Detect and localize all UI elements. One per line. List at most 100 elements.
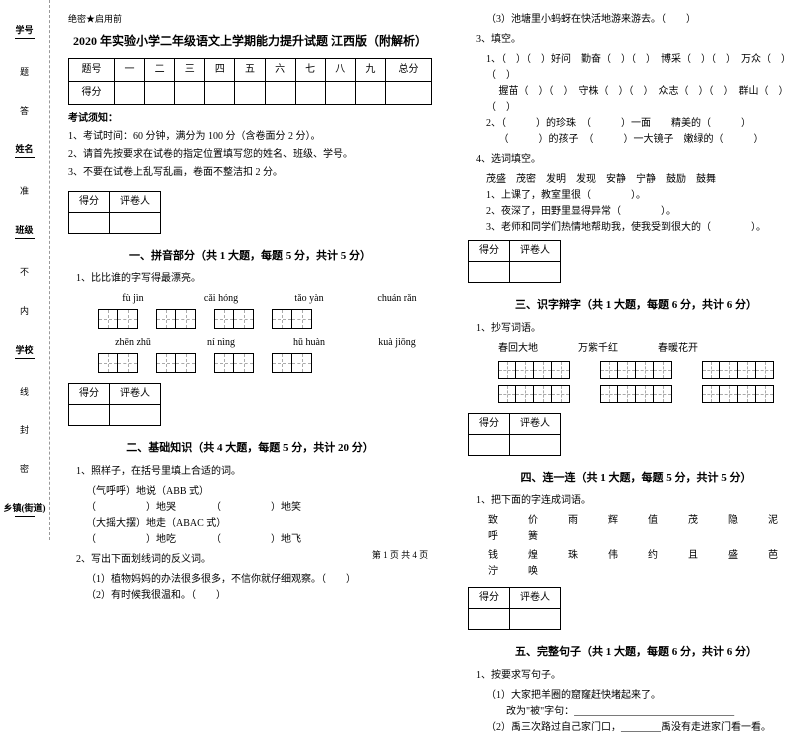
section-2-title: 二、基础知识（共 4 大题，每题 5 分，共计 20 分） bbox=[68, 440, 432, 458]
tian-pair[interactable] bbox=[98, 353, 138, 373]
tian-quad[interactable] bbox=[702, 361, 774, 379]
q2-3-line: 1、（ ）（ ）好问 勤奋（ ）（ ） 博采（ ）（ ） 万众（ ）（ ） bbox=[486, 52, 800, 84]
th: 一 bbox=[114, 58, 144, 81]
sb-blank[interactable] bbox=[110, 405, 161, 426]
td[interactable] bbox=[175, 81, 205, 104]
section-scorebox: 得分评卷人 bbox=[468, 240, 561, 283]
binding-label: 姓名 bbox=[15, 142, 35, 158]
tian-pair[interactable] bbox=[272, 309, 312, 329]
sb-blank[interactable] bbox=[510, 434, 561, 455]
td[interactable] bbox=[145, 81, 175, 104]
bc: 线 bbox=[20, 385, 29, 398]
td[interactable] bbox=[325, 81, 355, 104]
sb-blank[interactable] bbox=[469, 262, 510, 283]
bc: 密 bbox=[20, 462, 29, 475]
sb-blank[interactable] bbox=[510, 262, 561, 283]
tian-grid-row bbox=[498, 361, 800, 379]
page-footer: 第 1 页 共 4 页 bbox=[0, 548, 800, 561]
bl-key: 学号 bbox=[15, 23, 33, 36]
tian-pair[interactable] bbox=[214, 353, 254, 373]
binding-label: 学校 bbox=[15, 343, 35, 359]
q2-1-line: （大摇大摆）地走（ABAC 式） bbox=[86, 516, 432, 532]
sb: 评卷人 bbox=[510, 413, 561, 434]
bc: 答 bbox=[20, 104, 29, 117]
td[interactable] bbox=[265, 81, 295, 104]
td[interactable] bbox=[295, 81, 325, 104]
page-container: 学号 题 答 姓名 准 班级 不 内 学校 线 封 密 乡镇(街道) 绝密★启用… bbox=[0, 0, 800, 540]
tian-row bbox=[98, 309, 432, 329]
tian-pair[interactable] bbox=[156, 353, 196, 373]
sb-blank[interactable] bbox=[69, 212, 110, 233]
tian-pair[interactable] bbox=[98, 309, 138, 329]
bc: 不 bbox=[20, 265, 29, 278]
tian-pair[interactable] bbox=[156, 309, 196, 329]
bl-line bbox=[15, 38, 35, 39]
q2-1-line: （气呼呼）地说（ABB 式） bbox=[86, 484, 432, 500]
th: 五 bbox=[235, 58, 265, 81]
tian-quad[interactable] bbox=[498, 361, 570, 379]
pinyin: hū huàn bbox=[274, 335, 344, 351]
pinyin: chuán rǎn bbox=[362, 291, 432, 307]
bc: 封 bbox=[20, 423, 29, 436]
sb-blank[interactable] bbox=[510, 609, 561, 630]
bc: 题 bbox=[20, 65, 29, 78]
sb: 评卷人 bbox=[110, 384, 161, 405]
sb: 得分 bbox=[469, 413, 510, 434]
q2-4-line: 1、上课了，教室里很（ ）。 bbox=[486, 188, 800, 204]
section-scorebox: 得分评卷人 bbox=[68, 383, 161, 426]
word: 万紫千红 bbox=[578, 341, 618, 357]
tian-pair[interactable] bbox=[272, 353, 312, 373]
q5-stem: 1、按要求写句子。 bbox=[476, 668, 800, 684]
pinyin: kuà jiōng bbox=[362, 335, 432, 351]
tian-quad[interactable] bbox=[702, 385, 774, 403]
binding-label: 班级 bbox=[15, 223, 35, 239]
td[interactable] bbox=[235, 81, 265, 104]
q2-2-line: （3）池塘里小蚂蚜在快活地游来游去。（ ） bbox=[486, 12, 800, 28]
bl-line bbox=[15, 516, 35, 517]
q4-stem: 1、把下面的字连成词语。 bbox=[476, 493, 800, 509]
pinyin: zhēn zhū bbox=[98, 335, 168, 351]
q5-line: （2）禹三次路过自己家门口，________禹没有走进家门看一看。 bbox=[486, 720, 800, 736]
bl-key: 乡镇(街道) bbox=[4, 501, 46, 514]
q2-3-line: 握苗（ ）（ ） 守株（ ）（ ） 众志（ ）（ ） 群山（ ）（ ） bbox=[486, 84, 800, 116]
pinyin: cǎi hóng bbox=[186, 291, 256, 307]
td[interactable] bbox=[385, 81, 431, 104]
q2-2-line: （2）有时候我很温和。（ ） bbox=[86, 588, 432, 604]
secrecy-label: 绝密★启用前 bbox=[68, 12, 432, 26]
tian-quad[interactable] bbox=[600, 361, 672, 379]
td[interactable] bbox=[355, 81, 385, 104]
q5-line: 改为"被"字句：________________________________ bbox=[486, 704, 800, 720]
section-scorebox: 得分评卷人 bbox=[468, 413, 561, 456]
binding-label: 乡镇(街道) bbox=[4, 501, 46, 517]
sb-blank[interactable] bbox=[69, 405, 110, 426]
q2-3-stem: 3、填空。 bbox=[476, 32, 800, 48]
td: 得分 bbox=[69, 81, 115, 104]
th: 题号 bbox=[69, 58, 115, 81]
sb-blank[interactable] bbox=[469, 609, 510, 630]
score-value-row: 得分 bbox=[69, 81, 432, 104]
td[interactable] bbox=[114, 81, 144, 104]
th: 七 bbox=[295, 58, 325, 81]
left-column: 绝密★启用前 2020 年实验小学二年级语文上学期能力提升试题 江西版（附解析）… bbox=[50, 0, 450, 540]
sb-blank[interactable] bbox=[469, 434, 510, 455]
th: 九 bbox=[355, 58, 385, 81]
q5-line: （1）大家把羊圈的窟窿赶快堵起来了。 bbox=[486, 688, 800, 704]
sb: 得分 bbox=[469, 588, 510, 609]
q2-4-stem: 4、选词填空。 bbox=[476, 152, 800, 168]
td[interactable] bbox=[205, 81, 235, 104]
score-table: 题号 一 二 三 四 五 六 七 八 九 总分 得分 bbox=[68, 58, 432, 105]
section-5-title: 五、完整句子（共 1 大题，每题 6 分，共计 6 分） bbox=[468, 644, 800, 662]
bl-key: 班级 bbox=[15, 223, 33, 236]
sb: 评卷人 bbox=[510, 588, 561, 609]
tian-row bbox=[98, 353, 432, 373]
sb-blank[interactable] bbox=[110, 212, 161, 233]
th: 三 bbox=[175, 58, 205, 81]
connect-row: 致 价 雨 辉 值 茂 隐 泥 呼 簧 bbox=[488, 513, 800, 545]
tian-quad[interactable] bbox=[600, 385, 672, 403]
tian-quad[interactable] bbox=[498, 385, 570, 403]
th: 总分 bbox=[385, 58, 431, 81]
notice-line: 2、请首先按要求在试卷的指定位置填写您的姓名、班级、学号。 bbox=[68, 147, 432, 163]
tian-pair[interactable] bbox=[214, 309, 254, 329]
q1-stem: 1、比比谁的字写得最漂亮。 bbox=[76, 271, 432, 287]
q2-3-line: 2、（ ）的珍珠 （ ）一面 精美的（ ） bbox=[486, 116, 800, 132]
